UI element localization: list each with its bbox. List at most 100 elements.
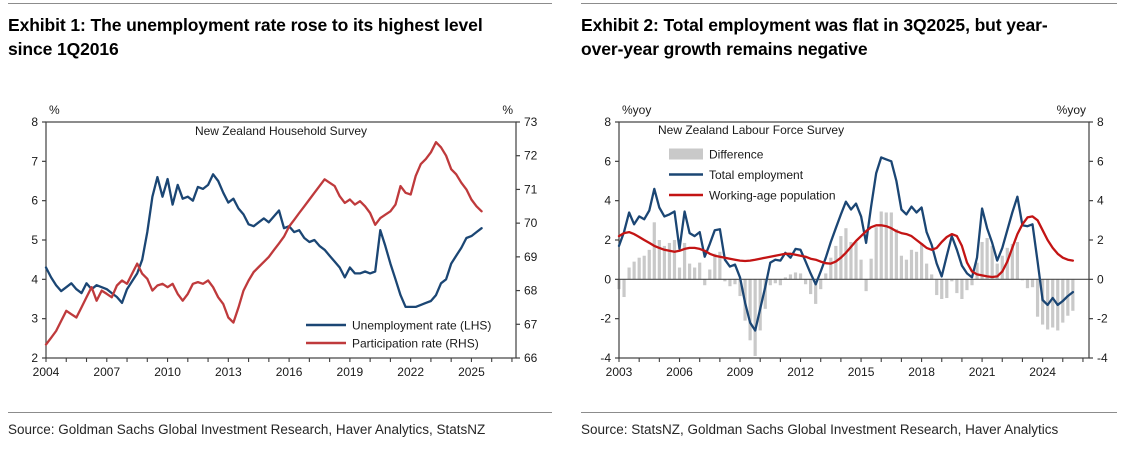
difference-bar	[904, 259, 909, 280]
chart-text: 2006	[666, 365, 693, 379]
difference-bar	[708, 269, 712, 280]
difference-bar	[859, 259, 863, 280]
difference-bar	[693, 267, 697, 280]
difference-bar	[798, 273, 803, 280]
difference-bar	[1010, 243, 1014, 280]
exhibit-1-title: Exhibit 1: The unemployment rate rose to…	[8, 15, 483, 59]
chart-text: 2021	[969, 365, 996, 379]
exhibit-2-panel: Exhibit 2: Total employment was flat in …	[581, 3, 1117, 438]
chart-text: Working-age population	[709, 189, 836, 203]
difference-bar	[919, 242, 924, 280]
difference-bar	[1051, 279, 1055, 328]
difference-bar	[945, 279, 949, 299]
series-line	[44, 173, 483, 309]
top-rule	[581, 3, 1117, 4]
difference-bar	[930, 274, 934, 280]
difference-bar	[985, 238, 989, 280]
difference-bar	[773, 279, 777, 284]
chart-text: 2012	[787, 365, 814, 379]
difference-bar	[622, 279, 626, 298]
chart-text: %yoy	[622, 103, 651, 117]
difference-bar	[889, 212, 893, 280]
difference-bar	[652, 222, 656, 280]
chart-text: 0	[604, 272, 611, 286]
chart-text: 4	[604, 194, 611, 208]
difference-bar	[657, 240, 661, 280]
difference-bar	[753, 279, 757, 357]
chart-text: 70	[524, 216, 538, 230]
exhibit-2-source: Source: StatsNZ, Goldman Sachs Global In…	[581, 422, 1059, 437]
difference-bar	[950, 279, 954, 282]
chart-text: 66	[524, 351, 538, 365]
difference-bar	[642, 255, 646, 280]
difference-bar	[783, 277, 788, 280]
chart-text: -2	[600, 312, 611, 326]
chart-text: 2019	[337, 365, 364, 379]
difference-bar	[879, 211, 883, 280]
chart-text: Participation rate (RHS)	[352, 337, 479, 351]
chart-text: 8	[1097, 115, 1104, 129]
difference-bar	[829, 257, 833, 280]
difference-bar	[824, 273, 828, 280]
chart-text: 72	[524, 149, 538, 163]
exhibit-1-source: Source: Goldman Sachs Global Investment …	[8, 422, 486, 437]
chart-text: %	[49, 103, 60, 117]
difference-bar	[914, 251, 919, 280]
chart-text: -4	[600, 351, 611, 365]
chart-text: 2	[1097, 233, 1104, 247]
difference-bar	[733, 279, 737, 285]
chart-text: 6	[604, 154, 611, 168]
chart-text: New Zealand Household Survey	[195, 124, 367, 138]
difference-bar	[738, 279, 742, 297]
series-line	[617, 215, 1075, 279]
chart-text: 2024	[1029, 365, 1056, 379]
difference-bar	[965, 279, 969, 291]
difference-bar	[768, 279, 772, 286]
chart-text: Difference	[709, 148, 764, 162]
chart-text: %	[502, 103, 513, 117]
chart-text: 8	[604, 115, 611, 129]
exhibit-1-panel: Exhibit 1: The unemployment rate rose to…	[8, 3, 552, 438]
bottom-rule	[8, 412, 552, 413]
chart-text: 2004	[33, 365, 60, 379]
chart-text: 4	[1097, 194, 1104, 208]
chart-text: -4	[1097, 351, 1108, 365]
difference-bar	[935, 279, 939, 296]
difference-bar	[788, 274, 793, 280]
chart-text: Unemployment rate (LHS)	[352, 319, 491, 333]
difference-bar	[1035, 279, 1040, 317]
difference-bar	[854, 241, 858, 280]
chart-text: 2013	[215, 365, 242, 379]
difference-bar	[990, 245, 994, 280]
chart-text: 73	[524, 115, 538, 129]
chart-text: 2010	[154, 365, 181, 379]
difference-bar	[1025, 279, 1030, 289]
chart-text: 4	[31, 272, 38, 286]
chart-text: 0	[1097, 272, 1104, 286]
chart-text: 5	[31, 233, 38, 247]
chart-text: 2007	[93, 365, 120, 379]
difference-bar	[884, 212, 888, 280]
difference-bar	[698, 262, 702, 280]
difference-bar	[899, 255, 904, 280]
chart-text: 6	[31, 194, 38, 208]
difference-bar	[1030, 279, 1035, 288]
difference-bar	[1071, 279, 1075, 311]
difference-bar	[960, 279, 964, 299]
difference-bar	[632, 261, 636, 280]
difference-bar	[763, 279, 767, 309]
difference-bar	[793, 272, 798, 280]
difference-bar	[849, 241, 853, 280]
chart-text: Total employment	[709, 168, 804, 182]
difference-bar	[637, 257, 641, 280]
difference-bar	[874, 227, 878, 280]
chart-text: 69	[524, 250, 538, 264]
difference-bar	[894, 229, 898, 280]
bottom-rule	[581, 412, 1117, 413]
exhibit-2-title: Exhibit 2: Total employment was flat in …	[581, 15, 1048, 59]
chart-text: 2	[604, 233, 611, 247]
chart-text: 3	[31, 312, 38, 326]
chart-text: 71	[524, 182, 538, 196]
difference-bar	[627, 267, 631, 280]
difference-bar	[667, 242, 672, 280]
